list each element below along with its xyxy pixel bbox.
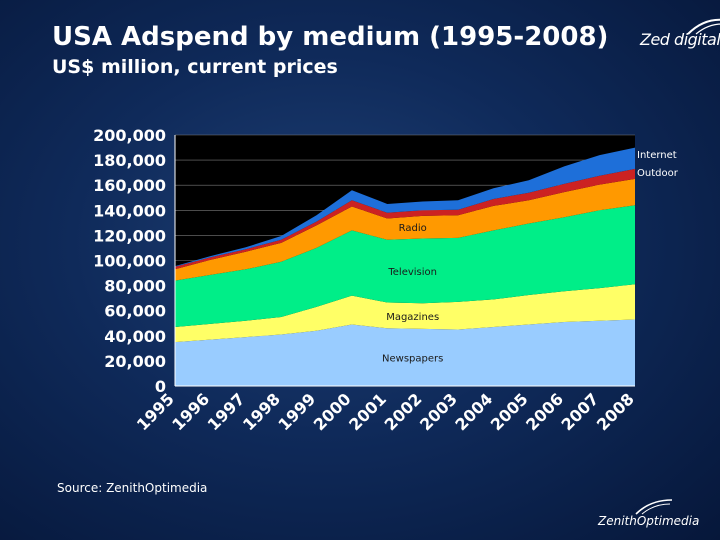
x-tick-label: 2004 xyxy=(451,389,496,434)
x-tick-label: 2006 xyxy=(522,389,567,434)
y-tick-label: 20,000 xyxy=(104,352,166,371)
x-tick-label: 1997 xyxy=(204,389,249,434)
y-tick-label: 200,000 xyxy=(93,126,166,145)
y-tick-label: 100,000 xyxy=(93,252,166,271)
y-tick-label: 80,000 xyxy=(104,277,166,296)
series-label-television: Television xyxy=(387,267,437,278)
axes xyxy=(174,135,635,387)
x-tick-label: 2007 xyxy=(558,389,603,434)
area-radio xyxy=(175,178,635,281)
x-axis-tick-labels: 1995199619971998199920002001200220032004… xyxy=(133,389,638,434)
x-tick-label: 2002 xyxy=(381,389,426,434)
area-internet xyxy=(175,147,635,267)
y-axis-tick-labels: 0 20,000 40,000 60,000 80,000 100,000 120,000 1… xyxy=(93,126,166,396)
series-label-magazines: Magazines xyxy=(386,312,439,323)
series-label-outdoor: Outdoor xyxy=(637,168,679,179)
y-tick-label: 160,000 xyxy=(93,176,166,195)
y-tick-label: 140,000 xyxy=(93,201,166,220)
x-tick-label: 2001 xyxy=(345,389,390,434)
y-tick-label: 40,000 xyxy=(104,327,166,346)
area-outdoor xyxy=(175,168,635,270)
y-tick-label: 120,000 xyxy=(93,226,166,245)
x-tick-label: 2000 xyxy=(310,389,355,434)
x-tick-label: 1995 xyxy=(133,389,178,434)
x-tick-label: 1996 xyxy=(168,389,213,434)
y-tick-label: 180,000 xyxy=(93,151,166,170)
chart-title: USA Adspend by medium (1995-2008) xyxy=(52,22,609,52)
series-label-internet: Internet xyxy=(637,150,677,161)
area-newspapers xyxy=(175,319,635,386)
series-label-newspapers: Newspapers xyxy=(382,353,443,364)
source-note: Source: ZenithOptimedia xyxy=(57,481,208,495)
y-tick-label: 0 xyxy=(155,377,166,396)
x-tick-label: 2005 xyxy=(487,389,532,434)
x-tick-label: 2008 xyxy=(593,389,638,434)
area-series xyxy=(175,147,635,386)
chart-subtitle: US$ million, current prices xyxy=(52,56,338,78)
area-magazines xyxy=(175,284,635,343)
series-labels: Newspapers Magazines Television Radio Outdoo… xyxy=(382,150,679,364)
x-tick-label: 1999 xyxy=(274,389,319,434)
zenithoptimedia-swoosh-icon xyxy=(635,499,673,515)
zed-digital-logo-text: Zed digital xyxy=(640,30,720,49)
y-tick-label: 60,000 xyxy=(104,302,166,321)
x-tick-label: 1998 xyxy=(239,389,284,434)
series-label-radio: Radio xyxy=(399,223,427,234)
area-television xyxy=(175,205,635,327)
zenithoptimedia-logo-text: ZenithOptimedia xyxy=(598,514,700,528)
x-tick-label: 2003 xyxy=(416,389,461,434)
